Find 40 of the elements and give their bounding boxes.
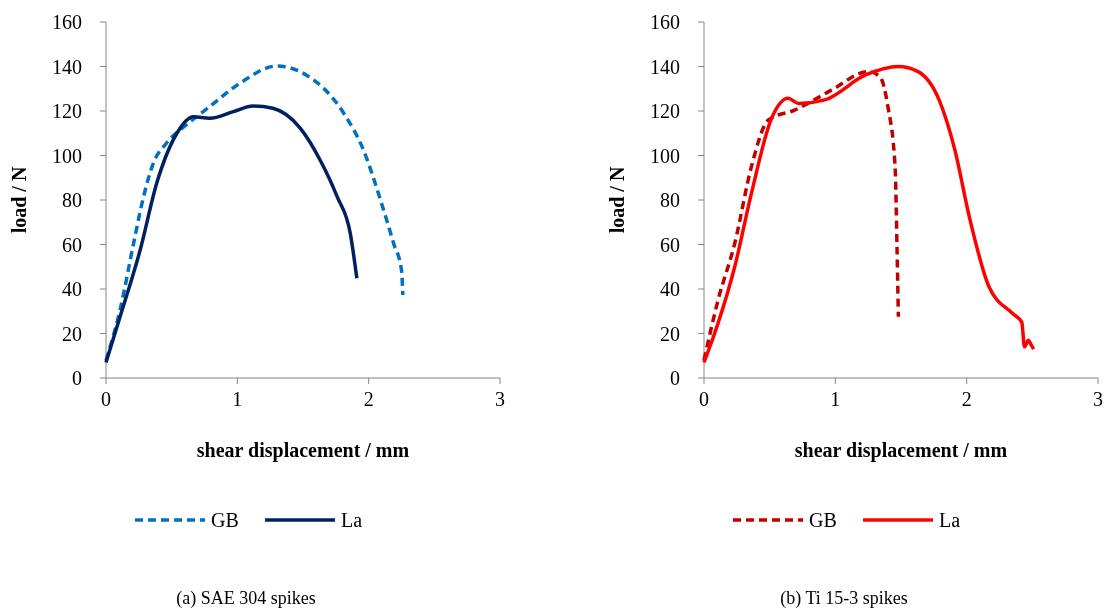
y-tick-label: 20: [660, 322, 680, 345]
y-tick-label: 40: [62, 278, 82, 300]
legend-label: La: [939, 509, 961, 531]
y-tick-label: 0: [670, 367, 680, 389]
y-axis-title: load / N: [8, 166, 30, 234]
y-tick-label: 160: [52, 11, 82, 33]
line-series: [104, 104, 359, 365]
x-tick-label: 3: [1093, 388, 1103, 410]
y-tick-label: 80: [660, 189, 680, 211]
x-tick-label: 0: [699, 388, 709, 410]
text: (b) Ti 15-3 spikes: [780, 588, 908, 609]
x-axis-title: shear displacement / mm: [196, 439, 410, 462]
y-tick-label: 60: [62, 233, 82, 256]
y-tick-label: 160: [650, 11, 680, 33]
y-tick-label: 100: [650, 144, 680, 167]
x-tick-label: 1: [830, 388, 841, 410]
x-tick-label: 2: [363, 388, 374, 410]
y-tick-label: 120: [52, 100, 82, 122]
x-axis-title: shear displacement / mm: [794, 439, 1008, 462]
legend-label: GB: [211, 509, 239, 531]
x-tick-label: 3: [495, 388, 505, 410]
x-tick-label: 1: [232, 388, 243, 410]
line-series: [702, 64, 1036, 365]
y-tick-label: 140: [650, 55, 680, 78]
x-tick-label: 2: [961, 388, 972, 410]
y-tick-label: 100: [52, 144, 82, 167]
y-tick-label: 60: [660, 233, 680, 256]
legend-label: GB: [809, 509, 837, 531]
y-tick-label: 80: [62, 189, 82, 211]
y-tick-label: 0: [72, 367, 82, 389]
text: (a) SAE 304 spikes: [176, 588, 316, 609]
y-tick-label: 140: [52, 55, 82, 78]
y-tick-label: 40: [660, 278, 680, 300]
y-tick-label: 20: [62, 322, 82, 345]
y-tick-label: 120: [650, 100, 680, 122]
x-tick-label: 0: [101, 388, 111, 410]
legend-label: La: [341, 509, 363, 531]
y-axis-title: load / N: [606, 166, 628, 234]
line-series: [702, 69, 901, 362]
line-series: [104, 64, 405, 362]
